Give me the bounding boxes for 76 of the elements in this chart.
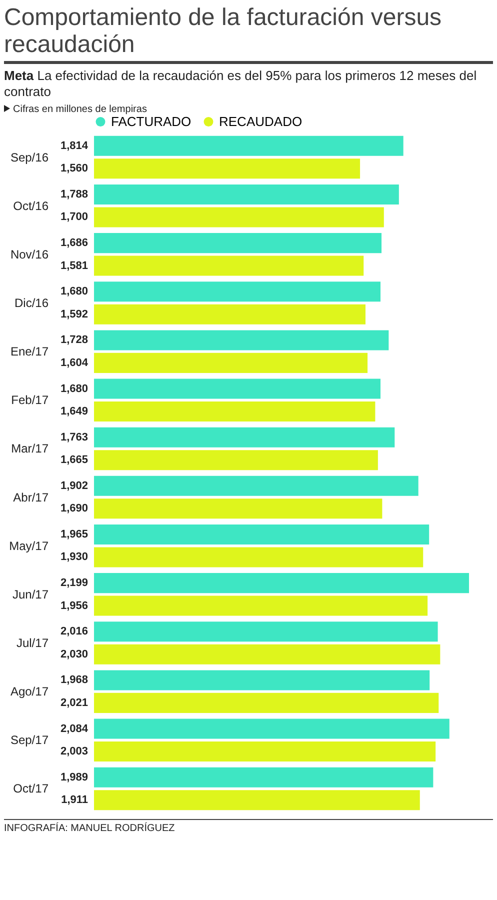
data-label: 1,560 (60, 162, 88, 175)
data-label: 1,665 (60, 454, 88, 466)
y-tick-label: Oct/16 (13, 198, 49, 213)
y-tick-label: Ago/17 (10, 684, 49, 699)
y-tick-label: Abr/17 (13, 490, 49, 504)
y-tick-label: Ene/17 (10, 344, 49, 359)
data-label: 1,690 (60, 502, 88, 515)
data-label: 1,604 (60, 356, 89, 369)
bar (94, 718, 450, 739)
bar (94, 158, 360, 179)
data-label: 1,763 (60, 431, 88, 444)
data-label: 2,016 (60, 626, 88, 638)
data-label: 1,686 (60, 237, 88, 250)
data-label: 2,030 (60, 648, 88, 660)
bar (94, 352, 368, 373)
y-tick-label: Sep/17 (10, 733, 49, 748)
data-label: 2,021 (60, 696, 88, 709)
data-label: 1,728 (60, 334, 88, 346)
y-tick-label: Dic/16 (14, 296, 49, 310)
bar (94, 450, 378, 470)
bar (94, 136, 404, 156)
bar (94, 498, 382, 519)
y-tick-label: Oct/17 (13, 782, 49, 796)
chart-title: Comportamiento de la facturación versus recaudación (4, 4, 493, 64)
y-tick-label: Sep/16 (10, 150, 49, 164)
y-tick-label: Jun/17 (12, 587, 49, 602)
y-tick-label: Feb/17 (11, 393, 49, 408)
data-label: 2,084 (60, 722, 89, 735)
legend-label: RECAUDADO (219, 114, 302, 129)
data-label: 1,968 (60, 674, 88, 686)
bar (94, 622, 438, 642)
bar (94, 476, 418, 496)
bar (94, 524, 430, 544)
data-label: 1,814 (60, 140, 89, 152)
data-label: 1,680 (60, 382, 88, 395)
data-label: 2,003 (60, 746, 88, 758)
data-label: 1,911 (61, 794, 88, 806)
y-tick-label: Nov/16 (10, 247, 49, 262)
data-label: 1,956 (60, 600, 88, 612)
bar (94, 644, 440, 664)
data-label: 1,700 (60, 211, 88, 224)
data-label: 1,788 (60, 188, 88, 200)
bar (94, 670, 430, 690)
bar (94, 692, 439, 713)
bar (94, 402, 376, 422)
bar (94, 427, 395, 448)
bar (94, 184, 399, 204)
bar (94, 790, 420, 810)
data-label: 1,592 (60, 308, 88, 320)
data-label: 1,930 (60, 551, 88, 564)
data-label: 1,680 (60, 286, 88, 298)
data-label: 1,902 (60, 480, 88, 492)
bar (94, 207, 384, 228)
data-label: 2,199 (60, 577, 88, 590)
bar (94, 378, 380, 399)
bar (94, 304, 366, 324)
y-tick-label: Mar/17 (11, 442, 49, 456)
bar (94, 233, 382, 254)
data-label: 1,989 (60, 771, 88, 784)
bar (94, 547, 424, 568)
annotation: Cifras en millones de lempiras (12, 104, 148, 115)
chart-subtitle: Meta La efectividad de la recaudación es del 95% para los primeros 12 meses del contrato (4, 68, 478, 100)
text: INFOGRAFÍA: MANUEL RODRÍGUEZ (4, 819, 493, 834)
data-label: 1,649 (60, 406, 88, 418)
bar (94, 742, 436, 762)
bar (94, 573, 469, 594)
data-label: 1,581 (60, 260, 88, 272)
bar (94, 282, 380, 302)
bar (94, 330, 389, 350)
bar (94, 767, 434, 788)
y-tick-label: May/17 (9, 538, 49, 553)
legend-label: FACTURADO (111, 114, 192, 129)
bar (94, 256, 364, 276)
y-tick-label: Jul/17 (16, 636, 49, 650)
bar (94, 596, 428, 616)
data-label: 1,965 (60, 528, 88, 540)
